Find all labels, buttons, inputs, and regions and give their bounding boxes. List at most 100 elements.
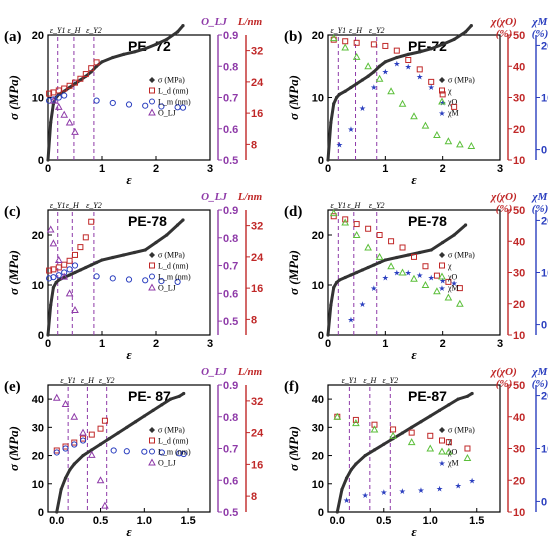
right-axis-label: L/nm (237, 191, 263, 203)
data-point: ★ (428, 83, 435, 92)
data-point (125, 276, 133, 283)
data-point (176, 450, 183, 457)
legend-marker: ★ (438, 284, 445, 293)
data-point: ★ (399, 487, 406, 496)
data-point (125, 425, 129, 429)
y-tick-label: 0 (318, 330, 324, 342)
plot-frame (327, 209, 501, 336)
legend-label: L_d (nm) (158, 437, 189, 446)
right-axis-tick-label: 0.5 (223, 316, 238, 328)
data-point (62, 275, 66, 280)
legend-label: σ (MPa) (158, 426, 185, 435)
data-point: ★ (380, 488, 387, 497)
data-point (360, 268, 364, 272)
legend-marker (149, 448, 155, 455)
legend-label: L_m (nm) (158, 273, 191, 282)
right-axis-tick-label: 0.7 (223, 261, 238, 273)
data-point (93, 97, 100, 104)
legend-label: χ (447, 87, 452, 96)
strain-marker-label: ε_Y2 (86, 201, 102, 210)
data-point (90, 448, 94, 452)
data-point (49, 96, 58, 104)
panel-label: (d) (284, 204, 302, 220)
data-point (73, 82, 77, 86)
data-point (154, 42, 158, 46)
data-point (57, 278, 61, 282)
x-tick-label: 1 (382, 338, 388, 350)
data-point (340, 487, 344, 492)
right-axis-tick-label: 0.5 (223, 155, 238, 167)
legend-label: L_d (nm) (158, 87, 189, 96)
right-axis-label: χM (531, 191, 548, 203)
right-axis-label: χ(χO) (489, 16, 517, 28)
data-point (335, 510, 339, 514)
data-point (55, 272, 62, 279)
x-tick-label: 1.0 (423, 515, 438, 527)
y-tick-label: 0 (318, 155, 324, 167)
data-point (456, 397, 460, 401)
data-point: ★ (393, 60, 400, 69)
data-point (66, 266, 73, 273)
x-tick-label: 3 (497, 338, 503, 350)
data-point (63, 476, 68, 480)
data-point (132, 250, 136, 255)
right-axis-label: χM (531, 366, 548, 378)
data-point (445, 439, 452, 446)
legend-marker: ★ (438, 459, 445, 468)
right-axis-tick-label: 8 (251, 314, 257, 326)
data-point (370, 425, 379, 433)
panel-label: (c) (4, 204, 21, 220)
data-point (427, 432, 434, 439)
legend-marker (438, 272, 446, 280)
data-point (441, 240, 445, 245)
right-axis-label: χ(χO) (489, 191, 517, 203)
legend-label: σ (MPa) (158, 76, 185, 85)
data-point (360, 78, 364, 82)
data-point (78, 268, 82, 272)
right-axis-tick-label: 50 (513, 380, 525, 392)
right-axis-tick-label: 10 (513, 155, 525, 167)
data-point (383, 258, 387, 262)
data-point (463, 453, 472, 462)
strain-marker-label: ε_Y1 (50, 201, 66, 210)
data-point (60, 272, 69, 280)
data-point (68, 273, 72, 277)
x-axis-label: ε (411, 347, 417, 362)
data-point (355, 270, 359, 275)
data-point: ★ (428, 274, 435, 283)
y-tick-label: 10 (312, 93, 324, 105)
x-tick-label: 1.0 (137, 515, 152, 527)
x-tick-label: 2 (153, 338, 159, 350)
y-tick-label: 20 (32, 451, 44, 463)
data-point (111, 255, 115, 260)
data-point (55, 510, 59, 514)
data-point (82, 71, 89, 78)
data-point (366, 265, 370, 270)
data-point (101, 501, 109, 509)
legend-marker (149, 87, 155, 94)
y-axis-label: σ (MPa) (286, 250, 301, 295)
data-point (98, 442, 103, 446)
data-point (181, 24, 185, 28)
strain-marker-label: ε_H (347, 201, 361, 210)
y-tick-label: 0 (38, 155, 44, 167)
data-point (181, 218, 185, 222)
data-point (53, 449, 60, 456)
right-axis-tick-label: 50 (513, 205, 525, 217)
right-axis-tick-label: 20 (513, 475, 525, 487)
x-tick-label: 1 (99, 163, 105, 175)
data-point (416, 66, 423, 73)
legend-label: O_LJ (158, 459, 176, 468)
data-point (337, 92, 342, 96)
data-point (445, 278, 452, 285)
data-point (398, 268, 407, 276)
y-tick-label: 40 (312, 394, 324, 406)
panel-label: (a) (4, 29, 22, 45)
x-tick-label: 0.5 (376, 515, 391, 527)
right-axis-tick-label: 0.8 (223, 61, 238, 73)
right-axis-tick-label: 16 (251, 459, 263, 471)
right-axis-tick-label: 10 (541, 444, 548, 456)
strain-marker-label: ε_H (81, 376, 95, 385)
data-point (109, 275, 116, 282)
